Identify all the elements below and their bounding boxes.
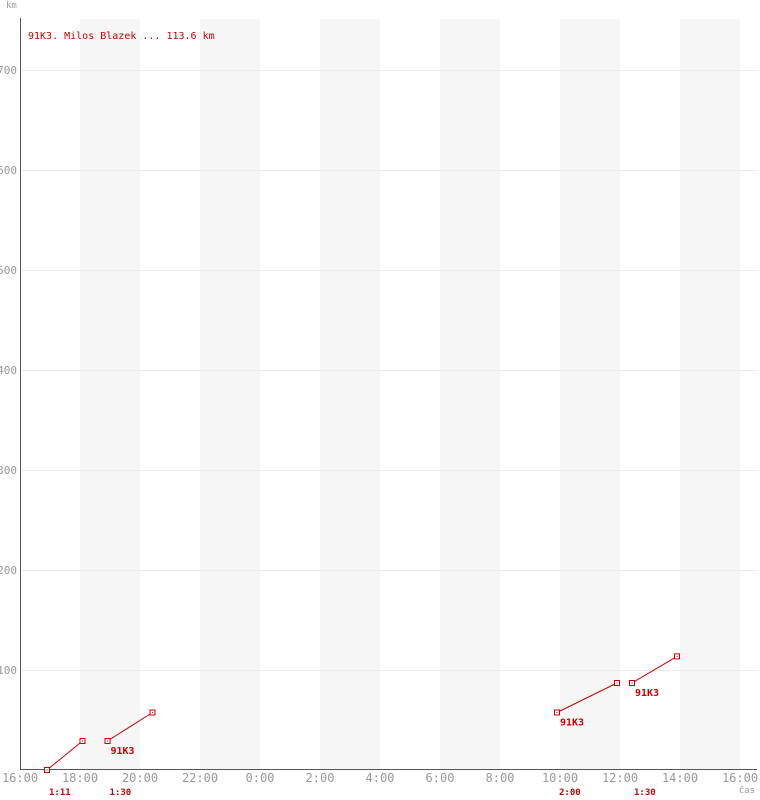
data-point-marker-center: [676, 655, 678, 657]
x-tick-label: 0:00: [246, 771, 275, 785]
series-segment: [107, 712, 153, 742]
y-axis-unit-label: km: [6, 1, 17, 11]
y-tick-label: 600: [0, 164, 17, 177]
data-point-marker-center: [152, 712, 153, 713]
shaded-band: [80, 19, 140, 769]
segment-duration-label: 1:30: [634, 788, 656, 798]
x-tick-label: 14:00: [662, 771, 698, 785]
x-tick-label: 20:00: [122, 771, 158, 785]
x-tick-label: 2:00: [306, 771, 335, 785]
shaded-band: [320, 19, 380, 769]
segment-duration-label: 2:00: [559, 788, 581, 798]
x-tick-label: 18:00: [62, 771, 98, 785]
y-tick-label: 100: [0, 664, 17, 677]
data-point-marker-center: [631, 682, 633, 684]
shaded-band: [560, 19, 620, 769]
x-tick-label: 4:00: [366, 771, 395, 785]
data-point-marker-center: [556, 712, 558, 713]
y-tick-label: 300: [0, 464, 17, 477]
x-tick-label: 10:00: [542, 771, 578, 785]
shaded-band: [440, 19, 500, 769]
y-tick-label: 500: [0, 264, 17, 277]
data-point-marker-center: [107, 740, 108, 742]
y-tick-label: 400: [0, 364, 17, 377]
x-tick-label: 22:00: [182, 771, 218, 785]
x-tick-label: 16:00: [2, 771, 38, 785]
shaded-band: [680, 19, 740, 769]
segment-duration-label: 1:11: [49, 788, 71, 798]
data-point-marker-center: [616, 682, 618, 684]
segment-bib-label: 91K3: [111, 746, 135, 757]
data-point-marker-center: [82, 740, 83, 742]
shaded-band: [200, 19, 260, 769]
x-tick-label: 12:00: [602, 771, 638, 785]
y-tick-label: 700: [0, 64, 17, 77]
x-tick-label: 16:00: [722, 771, 758, 785]
data-point-marker-center: [46, 769, 48, 771]
segment-bib-label: 91K3: [560, 718, 584, 729]
segment-duration-label: 1:30: [110, 788, 132, 798]
chart-title: 91K3. Milos Blazek ... 113.6 km: [28, 31, 215, 42]
series-segment: [631, 655, 678, 684]
segment-bib-label: 91K3: [635, 688, 659, 699]
x-tick-label: 6:00: [426, 771, 455, 785]
x-axis-unit-label: čas: [738, 786, 755, 796]
y-tick-label: 200: [0, 564, 17, 577]
series-segment: [46, 740, 83, 771]
series-segment: [556, 682, 618, 713]
x-tick-label: 8:00: [486, 771, 515, 785]
